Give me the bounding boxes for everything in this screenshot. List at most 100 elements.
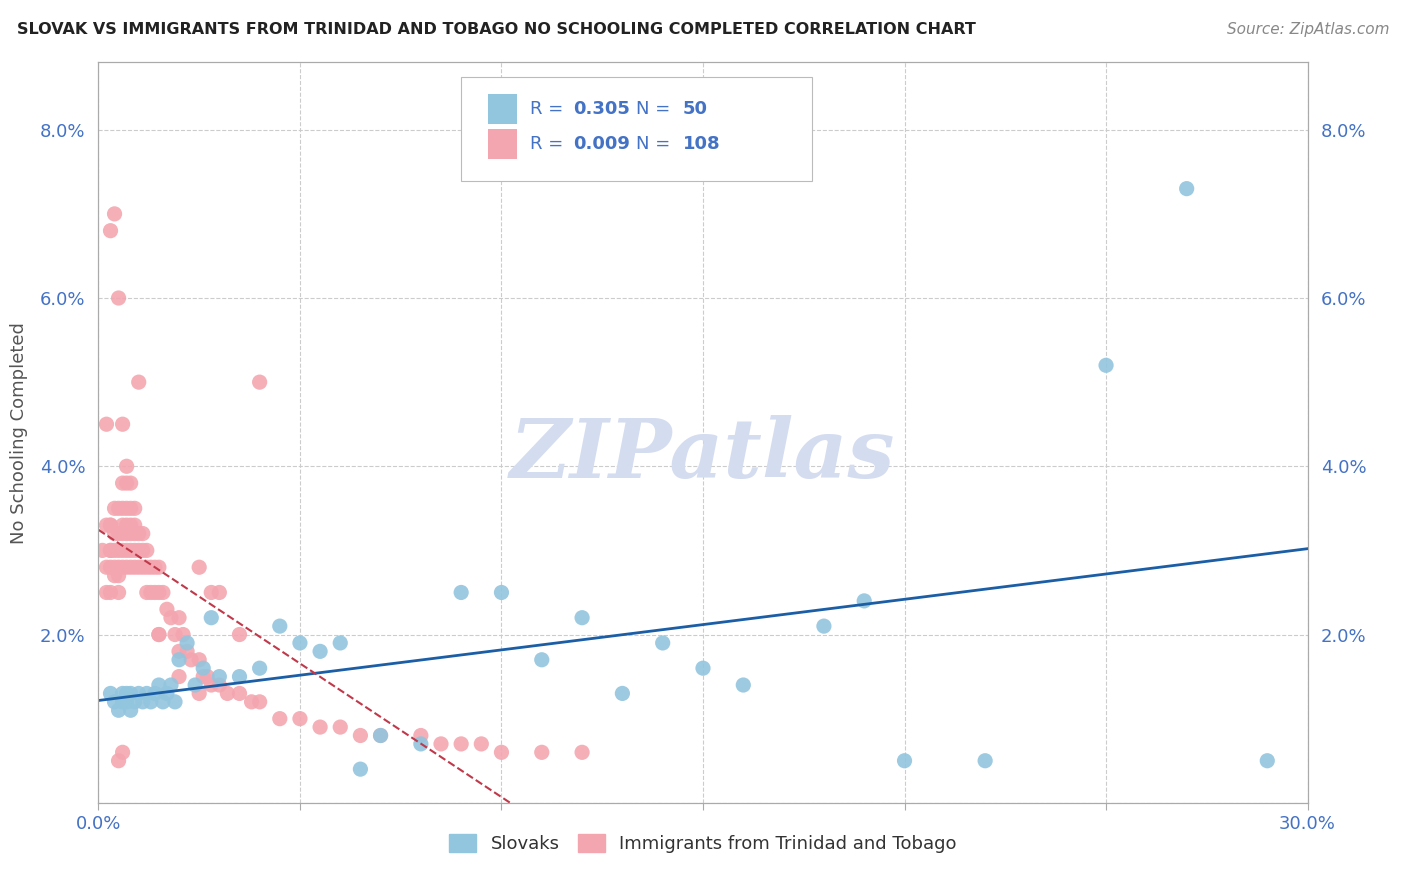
Point — [103, 543, 125, 558]
Point — [120, 543, 142, 558]
Point — [188, 653, 211, 667]
Point — [269, 712, 291, 726]
Point — [853, 594, 876, 608]
Point — [450, 585, 472, 599]
Point — [111, 501, 134, 516]
Point — [148, 627, 170, 641]
Point — [128, 686, 150, 700]
Point — [349, 729, 371, 743]
Point — [288, 636, 311, 650]
Point — [103, 501, 125, 516]
Point — [430, 737, 453, 751]
Point — [651, 636, 673, 650]
Point — [1256, 754, 1278, 768]
Point — [974, 754, 997, 768]
Point — [349, 762, 371, 776]
Point — [111, 560, 134, 574]
Point — [733, 678, 755, 692]
Y-axis label: No Schooling Completed: No Schooling Completed — [10, 322, 28, 543]
Point — [193, 661, 215, 675]
Point — [139, 560, 162, 574]
Point — [124, 695, 146, 709]
Point — [530, 653, 553, 667]
Point — [103, 695, 125, 709]
Point — [120, 560, 142, 574]
Point — [96, 585, 118, 599]
Point — [100, 543, 122, 558]
Point — [111, 745, 134, 759]
Point — [132, 543, 155, 558]
Point — [135, 543, 157, 558]
Point — [100, 518, 122, 533]
Point — [96, 560, 118, 574]
FancyBboxPatch shape — [461, 78, 811, 181]
Point — [124, 560, 146, 574]
Point — [132, 526, 155, 541]
Point — [115, 686, 138, 700]
Point — [139, 585, 162, 599]
Point — [96, 518, 118, 533]
Point — [692, 661, 714, 675]
Point — [249, 375, 271, 389]
Point — [120, 518, 142, 533]
Point — [163, 695, 186, 709]
Text: N =: N = — [637, 135, 676, 153]
Point — [176, 644, 198, 658]
Point — [249, 695, 271, 709]
Point — [111, 518, 134, 533]
Point — [103, 526, 125, 541]
Point — [115, 526, 138, 541]
Point — [228, 670, 250, 684]
Point — [148, 678, 170, 692]
Point — [269, 619, 291, 633]
Point — [115, 560, 138, 574]
Point — [124, 518, 146, 533]
Point — [111, 526, 134, 541]
Point — [124, 543, 146, 558]
Point — [103, 207, 125, 221]
Text: R =: R = — [530, 135, 569, 153]
Point — [450, 737, 472, 751]
Point — [103, 568, 125, 582]
Text: Source: ZipAtlas.com: Source: ZipAtlas.com — [1226, 22, 1389, 37]
Point — [120, 526, 142, 541]
Text: N =: N = — [637, 100, 676, 118]
Point — [115, 476, 138, 491]
Point — [115, 459, 138, 474]
Point — [813, 619, 835, 633]
Point — [132, 560, 155, 574]
Point — [200, 585, 222, 599]
Point — [152, 695, 174, 709]
Point — [188, 560, 211, 574]
Point — [370, 729, 392, 743]
Point — [217, 686, 239, 700]
Point — [249, 661, 271, 675]
FancyBboxPatch shape — [488, 95, 517, 124]
Point — [128, 375, 150, 389]
Text: 108: 108 — [682, 135, 720, 153]
Point — [160, 678, 183, 692]
Point — [329, 636, 352, 650]
Point — [176, 636, 198, 650]
Point — [167, 653, 190, 667]
Point — [111, 417, 134, 432]
Text: 0.009: 0.009 — [574, 135, 630, 153]
Point — [135, 585, 157, 599]
Point — [180, 653, 202, 667]
Point — [148, 627, 170, 641]
Point — [115, 695, 138, 709]
Point — [893, 754, 915, 768]
Point — [200, 610, 222, 624]
Point — [128, 543, 150, 558]
Point — [128, 560, 150, 574]
Text: ZIPatlas: ZIPatlas — [510, 415, 896, 495]
Legend: Slovaks, Immigrants from Trinidad and Tobago: Slovaks, Immigrants from Trinidad and To… — [441, 827, 965, 861]
Point — [148, 585, 170, 599]
Point — [115, 543, 138, 558]
Point — [107, 526, 129, 541]
Point — [329, 720, 352, 734]
Point — [309, 720, 332, 734]
Point — [128, 526, 150, 541]
Point — [135, 686, 157, 700]
Point — [143, 585, 166, 599]
